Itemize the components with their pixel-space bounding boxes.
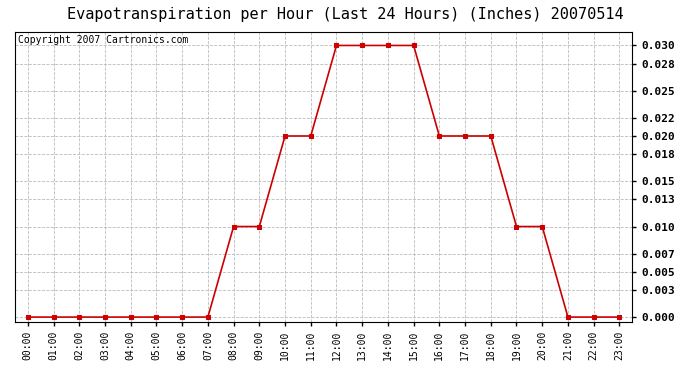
- Text: Copyright 2007 Cartronics.com: Copyright 2007 Cartronics.com: [18, 35, 188, 45]
- Text: Evapotranspiration per Hour (Last 24 Hours) (Inches) 20070514: Evapotranspiration per Hour (Last 24 Hou…: [67, 8, 623, 22]
